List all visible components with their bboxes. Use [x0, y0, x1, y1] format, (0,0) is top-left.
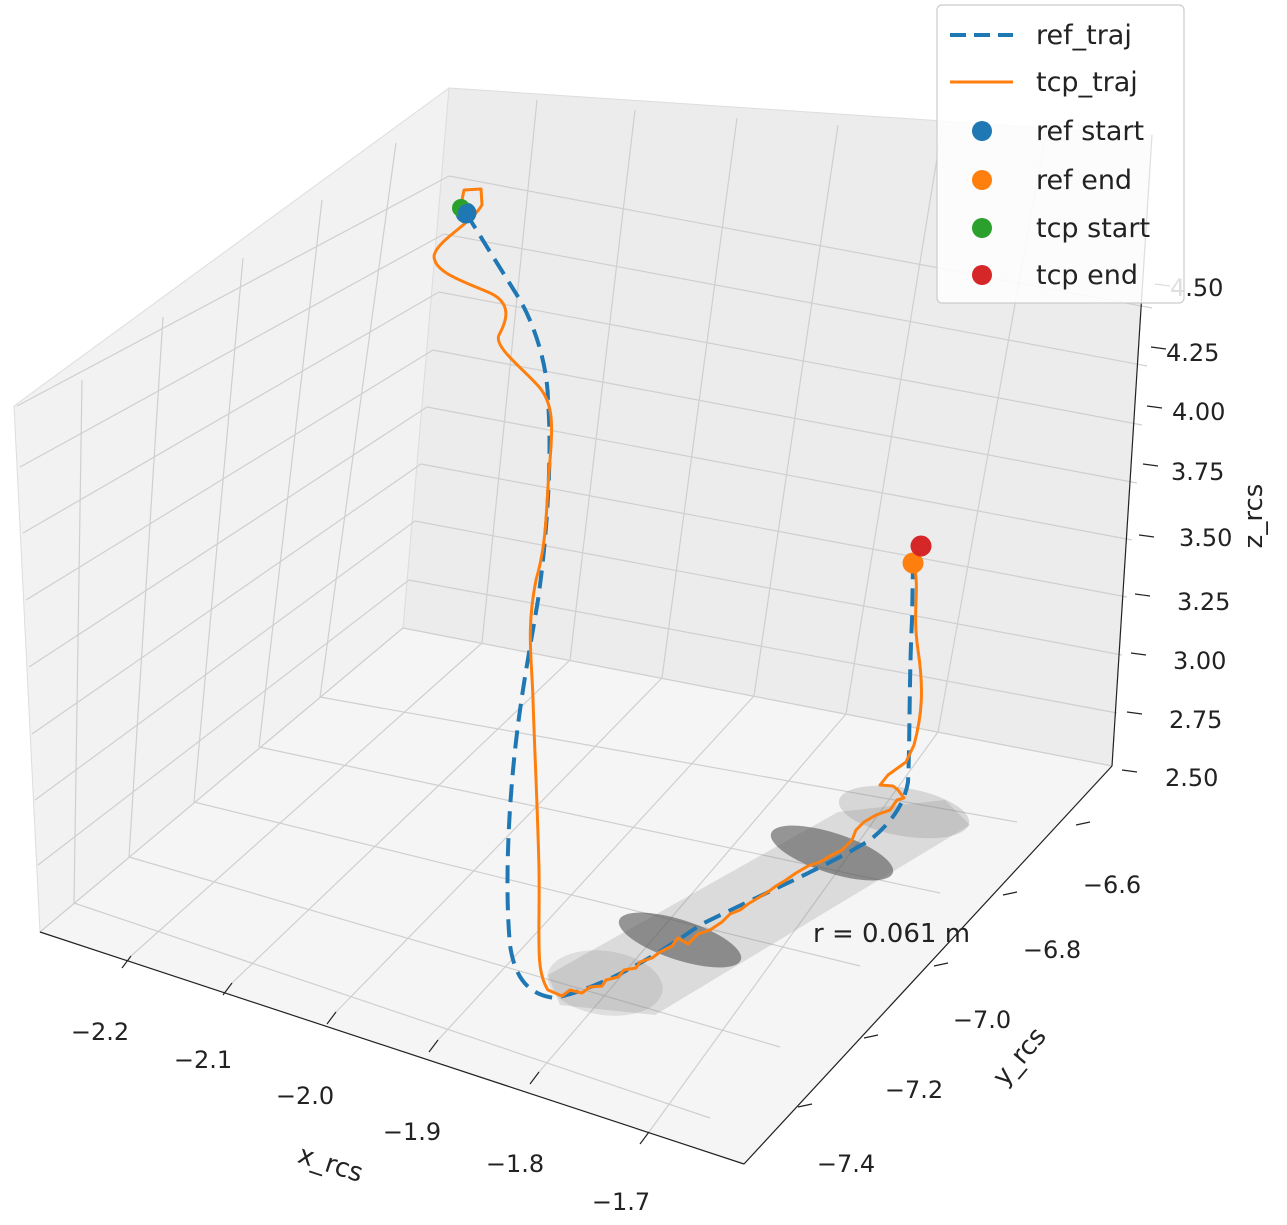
z-tick-label: 2.75: [1169, 706, 1222, 734]
tube-disc: [770, 825, 894, 881]
y-tick-label: −7.4: [817, 1150, 875, 1178]
x-tick-label: −1.9: [383, 1118, 441, 1146]
z-tick-labels: 2.50 2.75 3.00 3.25 3.50 3.75 4.00 4.25 …: [1165, 274, 1232, 792]
radius-annotation: r = 0.061 m: [813, 919, 970, 949]
z-tick-label: 2.50: [1165, 764, 1218, 792]
legend-label: tcp start: [1036, 213, 1150, 244]
legend-label: ref start: [1036, 116, 1144, 147]
tcp-traj-line: [432, 187, 923, 998]
z-axis-label: z_rcs: [1239, 484, 1269, 549]
z-tick-label: 3.50: [1179, 524, 1232, 552]
y-tick-label: −6.6: [1083, 871, 1141, 899]
legend: ref_traj tcp_traj ref start ref end tcp …: [936, 4, 1185, 304]
legend-box: [936, 4, 1185, 304]
z-tick-label: 4.25: [1166, 339, 1219, 367]
z-tick-label: 3.75: [1171, 458, 1224, 486]
y-tick-label: −6.8: [1023, 936, 1081, 964]
ref-end-marker: [902, 552, 924, 574]
y-axis-line: [743, 765, 1113, 1165]
legend-label: tcp_traj: [1036, 67, 1138, 98]
y-tick-labels: −7.4 −7.2 −7.0 −6.8 −6.6: [817, 871, 1141, 1178]
legend-label: ref_traj: [1036, 20, 1132, 51]
z-tick-label: 4.00: [1172, 398, 1225, 426]
x-axis-line: [39, 931, 745, 1165]
legend-ref-end-swatch: [972, 170, 992, 190]
ref-start-marker-front: [458, 204, 476, 222]
legend-label: tcp end: [1036, 260, 1138, 291]
tube-cap-end: [838, 785, 970, 839]
tcp-end-marker: [910, 535, 932, 557]
x-tick-labels: −2.2 −2.1 −2.0 −1.9 −1.8 −1.7: [71, 1018, 650, 1216]
x-tick-label: −1.8: [486, 1150, 544, 1178]
x-tick-label: −1.7: [592, 1188, 650, 1216]
legend-label: ref end: [1036, 165, 1132, 196]
x-tick-label: −2.2: [71, 1018, 129, 1046]
tick-marks: [121, 283, 1171, 1145]
x-tick-label: −2.1: [174, 1046, 232, 1074]
legend-ref-start-swatch: [972, 121, 992, 141]
legend-tcp-start-swatch: [972, 218, 992, 238]
x-axis-label: x_rcs: [294, 1140, 366, 1189]
y-tick-label: −7.2: [885, 1076, 943, 1104]
legend-tcp-end-swatch: [972, 265, 992, 285]
z-tick-label: 3.00: [1173, 647, 1226, 675]
x-tick-label: −2.0: [276, 1082, 334, 1110]
y-tick-label: −7.0: [953, 1006, 1011, 1034]
z-tick-label: 3.25: [1177, 588, 1230, 616]
